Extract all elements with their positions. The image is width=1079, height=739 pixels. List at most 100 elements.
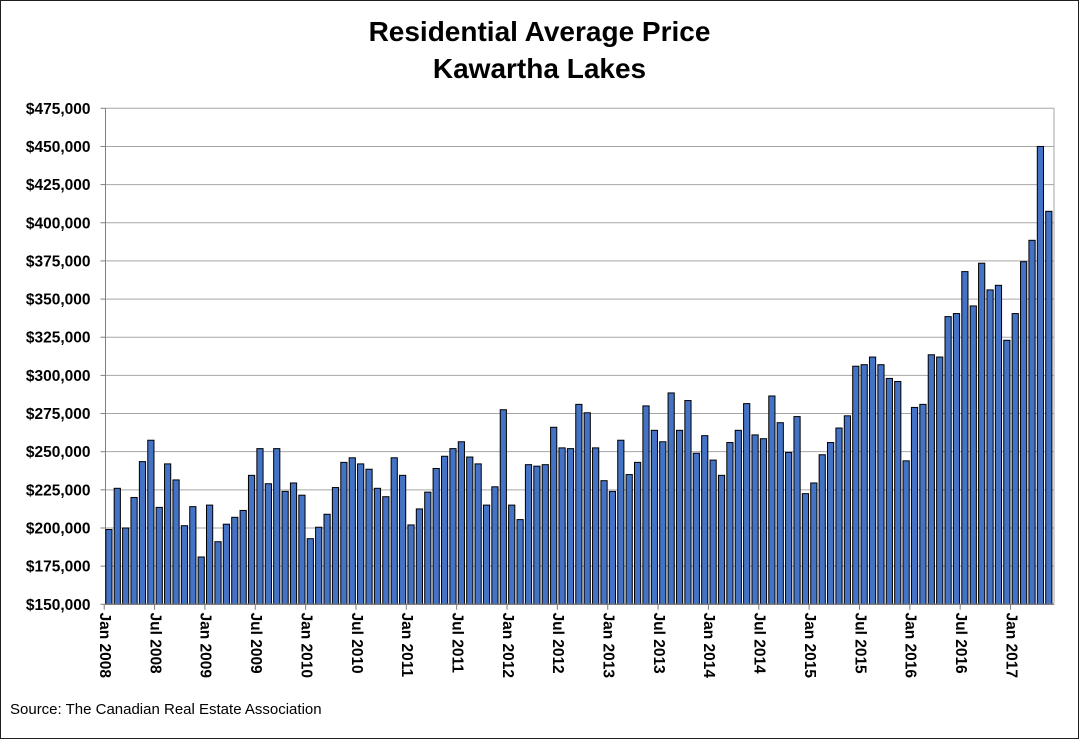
bar-112: [1045, 210, 1053, 605]
bar-42: [457, 441, 465, 605]
bar-95: [902, 460, 910, 605]
bar-14: [222, 523, 230, 605]
y-tick-label: $350,000: [26, 292, 91, 309]
x-tick-label: Jan 2014: [700, 613, 717, 679]
bar-47: [499, 409, 507, 605]
bar-83: [801, 493, 810, 605]
y-tick-label: $475,000: [26, 101, 91, 118]
bar-69: [684, 400, 692, 605]
bar-84: [810, 482, 818, 605]
bar-68: [675, 429, 684, 605]
bar-36: [407, 524, 415, 605]
x-tick-label: Jul 2015: [851, 613, 868, 675]
x-tick-label: Jan 2011: [398, 613, 415, 678]
bar-87: [835, 427, 843, 605]
bar-55: [566, 448, 575, 605]
bar-109: [1020, 261, 1028, 605]
bar-39: [432, 467, 440, 605]
x-tick-label: Jul 2016: [952, 613, 969, 675]
bar-21: [281, 490, 289, 605]
bar-80: [776, 422, 784, 605]
bar-4: [138, 461, 147, 605]
x-tick-label: Jul 2009: [247, 613, 264, 675]
bar-110: [1028, 239, 1036, 605]
bar-3: [130, 496, 138, 605]
bar-90: [860, 364, 868, 605]
bar-37: [415, 508, 423, 605]
bar-74: [726, 442, 734, 605]
bar-0: [105, 529, 113, 605]
bar-104: [978, 262, 986, 605]
bar-23: [298, 494, 306, 605]
bar-86: [827, 442, 835, 605]
bar-51: [533, 465, 541, 605]
bar-28: [340, 461, 348, 605]
bar-75: [734, 429, 742, 605]
y-tick-label: $325,000: [26, 330, 91, 347]
bar-31: [365, 468, 373, 605]
x-tick-label: Jul 2013: [650, 613, 667, 675]
bar-2: [122, 527, 130, 605]
bar-43: [466, 456, 474, 605]
chart-title: Residential Average Price Kawartha Lakes: [1, 13, 1078, 87]
y-tick-label: $450,000: [26, 139, 91, 156]
bar-9: [180, 525, 189, 605]
bar-48: [508, 504, 516, 605]
x-tick-label: Jan 2009: [197, 613, 214, 679]
bar-91: [868, 356, 877, 605]
bar-99: [936, 356, 944, 605]
y-tick-label: $175,000: [26, 559, 91, 576]
x-tick-label: Jan 2015: [801, 613, 818, 679]
chart-title-line1: Residential Average Price: [368, 16, 711, 47]
bar-78: [759, 438, 768, 605]
x-tick-label: Jan 2013: [600, 613, 617, 679]
bar-67: [667, 392, 675, 605]
bar-5: [147, 439, 155, 605]
bar-79: [768, 395, 776, 605]
bar-57: [583, 412, 591, 605]
bar-64: [642, 405, 650, 605]
chart-title-line2: Kawartha Lakes: [432, 53, 647, 84]
bar-105: [986, 289, 994, 605]
bar-34: [390, 457, 398, 605]
bar-101: [952, 313, 961, 605]
y-tick-label: $250,000: [26, 444, 91, 461]
bar-15: [231, 516, 239, 605]
bar-85: [818, 454, 826, 605]
bar-11: [197, 556, 205, 605]
bar-17: [247, 474, 256, 605]
bar-16: [239, 509, 247, 605]
bar-58: [592, 447, 600, 605]
bar-7: [164, 463, 172, 605]
bar-13: [214, 541, 222, 605]
bar-88: [843, 415, 851, 605]
bar-45: [482, 504, 491, 605]
bar-27: [331, 487, 340, 605]
bar-89: [852, 365, 860, 605]
bar-65: [650, 429, 658, 605]
bar-70: [692, 452, 700, 605]
x-tick-label: Jan 2008: [96, 613, 113, 679]
bar-62: [625, 474, 633, 605]
x-tick-label: Jul 2012: [549, 613, 566, 674]
bar-20: [273, 448, 281, 605]
bar-93: [885, 377, 893, 605]
bar-71: [701, 435, 709, 605]
bar-12: [206, 504, 214, 605]
y-tick-label: $400,000: [26, 215, 91, 232]
bar-76: [743, 403, 751, 605]
y-tick-label: $150,000: [26, 597, 91, 614]
bar-94: [894, 380, 902, 605]
x-tick-label: Jul 2010: [348, 613, 365, 674]
y-tick-label: $300,000: [26, 368, 91, 385]
x-tick-label: Jan 2016: [902, 613, 919, 679]
bar-50: [524, 464, 533, 605]
bar-72: [709, 459, 717, 605]
bar-73: [717, 474, 726, 605]
bar-38: [424, 491, 432, 605]
y-tick-label: $225,000: [26, 482, 91, 499]
bar-54: [558, 447, 566, 605]
x-tick-label: Jul 2014: [751, 613, 768, 675]
bar-97: [919, 403, 927, 605]
